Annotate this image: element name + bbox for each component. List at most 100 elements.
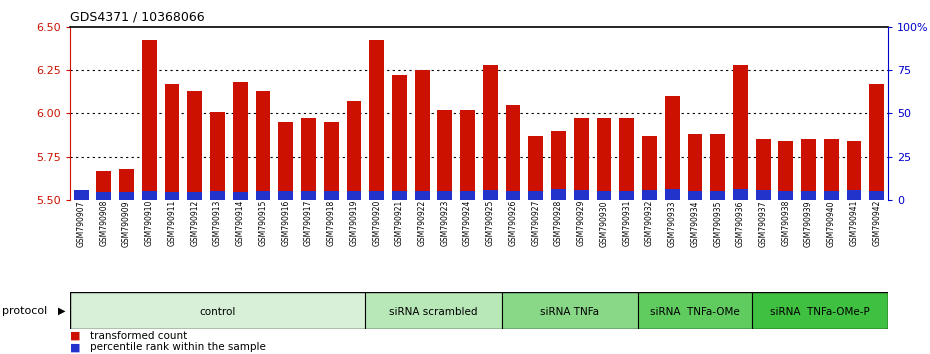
- Text: GSM790925: GSM790925: [485, 200, 495, 246]
- Bar: [596, 191, 611, 200]
- Text: siRNA  TNFa-OMe-P: siRNA TNFa-OMe-P: [770, 308, 870, 318]
- Text: ▶: ▶: [58, 306, 65, 316]
- Text: GSM790909: GSM790909: [122, 200, 131, 246]
- Bar: [619, 119, 634, 200]
- Text: GSM790912: GSM790912: [191, 200, 199, 246]
- Text: GSM790929: GSM790929: [577, 200, 586, 246]
- Bar: [70, 292, 365, 329]
- Bar: [210, 191, 225, 200]
- Bar: [347, 101, 361, 200]
- Text: GSM790928: GSM790928: [554, 200, 563, 246]
- Bar: [278, 122, 293, 200]
- Bar: [751, 292, 888, 329]
- Text: GSM790913: GSM790913: [213, 200, 222, 246]
- Text: GSM790937: GSM790937: [759, 200, 767, 246]
- Bar: [369, 40, 384, 200]
- Bar: [119, 192, 134, 200]
- Text: GSM790911: GSM790911: [167, 200, 177, 246]
- Bar: [506, 191, 521, 200]
- Bar: [801, 191, 816, 200]
- Text: GSM790918: GSM790918: [326, 200, 336, 246]
- Bar: [369, 191, 384, 200]
- Text: GSM790930: GSM790930: [600, 200, 608, 246]
- Bar: [687, 191, 702, 200]
- Bar: [642, 136, 657, 200]
- Bar: [687, 134, 702, 200]
- Text: GSM790914: GSM790914: [235, 200, 245, 246]
- Text: GSM790934: GSM790934: [690, 200, 699, 246]
- Bar: [392, 75, 406, 200]
- Text: siRNA scrambled: siRNA scrambled: [390, 308, 478, 318]
- Text: GSM790939: GSM790939: [804, 200, 813, 246]
- Bar: [210, 112, 225, 200]
- Bar: [711, 134, 725, 200]
- Bar: [187, 192, 202, 200]
- Bar: [142, 40, 156, 200]
- Text: percentile rank within the sample: percentile rank within the sample: [90, 342, 266, 352]
- Bar: [528, 136, 543, 200]
- Bar: [528, 191, 543, 200]
- Bar: [824, 191, 839, 200]
- Bar: [711, 191, 725, 200]
- Bar: [73, 196, 88, 200]
- Bar: [846, 190, 861, 200]
- Bar: [278, 191, 293, 200]
- Text: GSM790907: GSM790907: [76, 200, 86, 246]
- Bar: [665, 96, 680, 200]
- Text: GSM790936: GSM790936: [736, 200, 745, 246]
- Bar: [256, 91, 271, 200]
- Bar: [778, 191, 793, 200]
- Bar: [301, 191, 316, 200]
- Bar: [187, 91, 202, 200]
- Text: GSM790933: GSM790933: [668, 200, 677, 246]
- Bar: [232, 192, 247, 200]
- Bar: [574, 190, 589, 200]
- Bar: [232, 82, 247, 200]
- Bar: [501, 292, 638, 329]
- Text: GSM790942: GSM790942: [872, 200, 882, 246]
- Text: GSM790916: GSM790916: [281, 200, 290, 246]
- Bar: [551, 131, 565, 200]
- Bar: [824, 139, 839, 200]
- Bar: [846, 141, 861, 200]
- Bar: [347, 191, 361, 200]
- Text: GDS4371 / 10368066: GDS4371 / 10368066: [70, 11, 205, 24]
- Text: GSM790941: GSM790941: [849, 200, 858, 246]
- Bar: [97, 192, 112, 200]
- Text: GSM790935: GSM790935: [713, 200, 723, 246]
- Text: protocol: protocol: [2, 306, 47, 316]
- Bar: [778, 141, 793, 200]
- Bar: [256, 191, 271, 200]
- Text: GSM790908: GSM790908: [100, 200, 109, 246]
- Text: GSM790931: GSM790931: [622, 200, 631, 246]
- Bar: [73, 190, 88, 200]
- Bar: [437, 110, 452, 200]
- Bar: [165, 192, 179, 200]
- Bar: [437, 191, 452, 200]
- Text: GSM790923: GSM790923: [440, 200, 449, 246]
- Bar: [392, 191, 406, 200]
- Bar: [733, 65, 748, 200]
- Bar: [551, 189, 565, 200]
- Bar: [483, 65, 498, 200]
- Text: GSM790924: GSM790924: [463, 200, 472, 246]
- Bar: [365, 292, 501, 329]
- Bar: [756, 190, 770, 200]
- Text: GSM790938: GSM790938: [781, 200, 790, 246]
- Bar: [165, 84, 179, 200]
- Bar: [324, 122, 339, 200]
- Bar: [460, 191, 475, 200]
- Text: siRNA  TNFa-OMe: siRNA TNFa-OMe: [650, 308, 739, 318]
- Text: GSM790927: GSM790927: [531, 200, 540, 246]
- Text: GSM790919: GSM790919: [350, 200, 358, 246]
- Text: GSM790922: GSM790922: [418, 200, 427, 246]
- Text: GSM790940: GSM790940: [827, 200, 836, 246]
- Text: transformed count: transformed count: [90, 331, 188, 341]
- Bar: [801, 139, 816, 200]
- Text: ■: ■: [70, 342, 80, 352]
- Bar: [619, 191, 634, 200]
- Bar: [142, 191, 156, 200]
- Bar: [119, 169, 134, 200]
- Bar: [415, 70, 430, 200]
- Bar: [460, 110, 475, 200]
